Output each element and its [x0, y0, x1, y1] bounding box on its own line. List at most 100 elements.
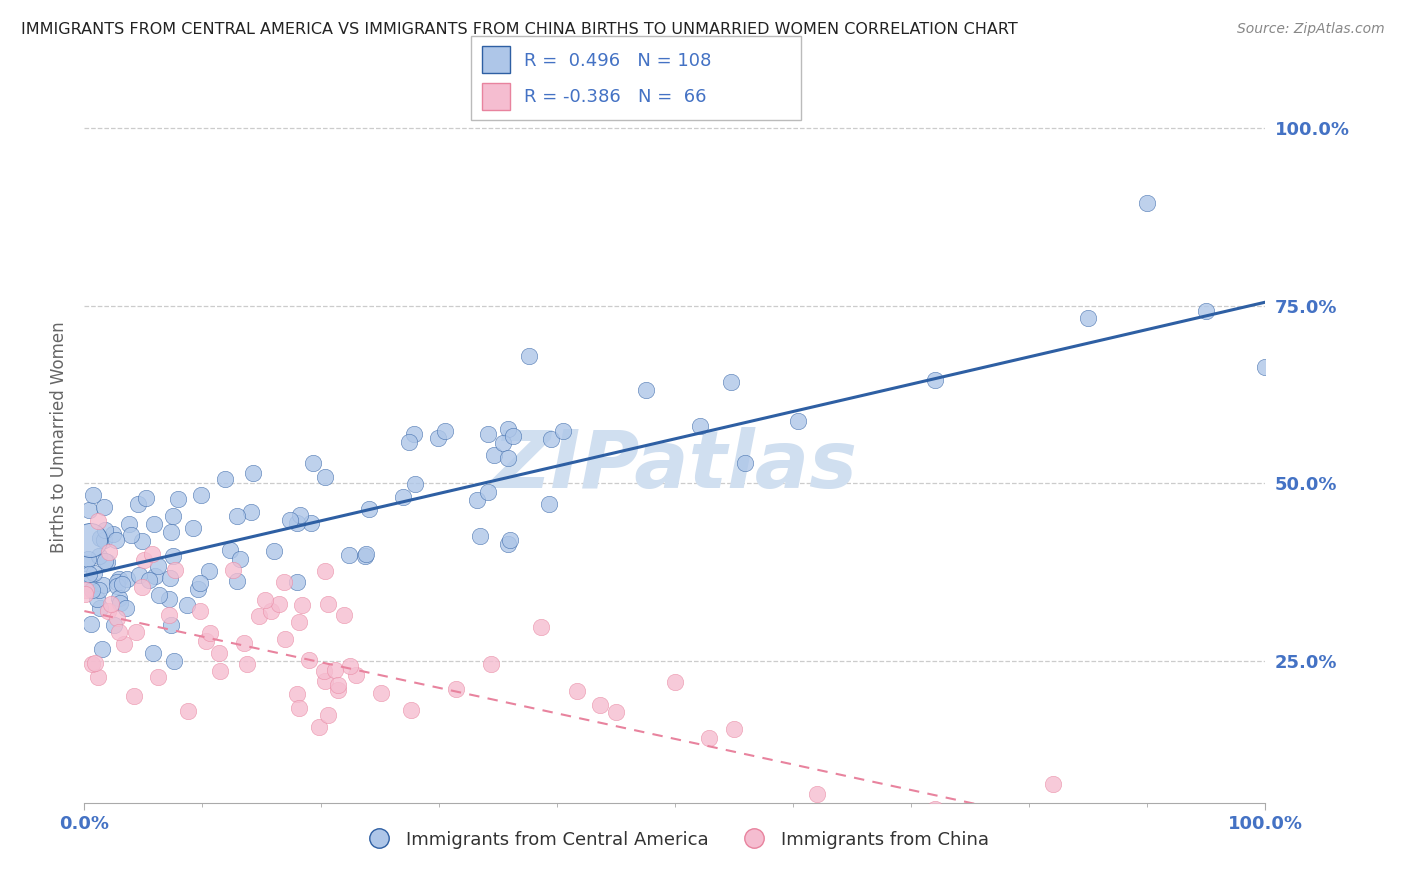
Point: [159, 571, 181, 585]
Point: [399, 703, 422, 717]
Point: [697, 731, 720, 746]
Point: [120, 528, 142, 542]
Text: R =  0.496   N = 108: R = 0.496 N = 108: [524, 52, 711, 70]
Point: [540, 432, 562, 446]
Point: [80, 583, 103, 598]
Point: [301, 456, 323, 470]
Point: [187, 582, 209, 597]
Point: [392, 490, 415, 504]
Point: [87, 583, 110, 598]
Point: [94, 524, 117, 538]
Point: [236, 657, 259, 672]
Point: [339, 659, 361, 673]
Point: [354, 549, 377, 564]
Point: [194, 634, 217, 648]
Point: [101, 526, 124, 541]
Point: [131, 580, 153, 594]
Point: [924, 802, 946, 816]
Point: [247, 609, 270, 624]
Point: [181, 521, 204, 535]
Point: [273, 632, 295, 646]
Point: [89, 601, 111, 615]
Point: [165, 563, 187, 577]
Point: [77, 502, 100, 516]
Point: [482, 448, 505, 462]
Point: [537, 497, 560, 511]
Point: [314, 470, 336, 484]
Y-axis label: Births to Unmarried Women: Births to Unmarried Women: [49, 321, 67, 553]
Point: [332, 608, 354, 623]
Point: [492, 436, 515, 450]
Point: [298, 653, 321, 667]
Point: [104, 533, 127, 547]
Point: [551, 424, 574, 438]
Point: [288, 508, 311, 523]
Point: [117, 572, 139, 586]
Point: [787, 414, 810, 428]
Text: R = -0.386   N =  66: R = -0.386 N = 66: [524, 88, 707, 106]
Point: [94, 554, 117, 568]
Legend: Immigrants from Central America, Immigrants from China: Immigrants from Central America, Immigra…: [354, 823, 995, 856]
Point: [80, 657, 103, 672]
Point: [720, 376, 742, 390]
Point: [208, 646, 231, 660]
Point: [142, 646, 165, 660]
Point: [314, 673, 336, 688]
Point: [110, 577, 132, 591]
Point: [86, 592, 108, 607]
Point: [734, 456, 756, 470]
Point: [209, 664, 232, 678]
Point: [664, 675, 686, 690]
Point: [806, 787, 828, 801]
Point: [291, 598, 314, 612]
Point: [316, 597, 339, 611]
Point: [135, 491, 157, 506]
Point: [226, 574, 249, 588]
Point: [254, 593, 277, 607]
Point: [323, 663, 346, 677]
Point: [444, 681, 467, 696]
Point: [163, 654, 186, 668]
Point: [636, 383, 658, 397]
Point: [370, 686, 392, 700]
Point: [143, 569, 166, 583]
Point: [314, 664, 336, 678]
Point: [404, 427, 426, 442]
Point: [269, 597, 291, 611]
Point: [177, 704, 200, 718]
Point: [93, 533, 115, 547]
Point: [499, 533, 522, 548]
Point: [263, 544, 285, 558]
Point: [229, 552, 252, 566]
Point: [87, 514, 110, 528]
Point: [198, 626, 221, 640]
Point: [79, 577, 101, 591]
Point: [285, 687, 308, 701]
Point: [108, 596, 131, 610]
Point: [105, 610, 128, 624]
Point: [98, 544, 121, 558]
Point: [398, 434, 420, 449]
Point: [477, 426, 499, 441]
Point: [467, 492, 489, 507]
Point: [529, 620, 551, 634]
Point: [356, 547, 378, 561]
Point: [86, 670, 108, 684]
Point: [176, 598, 198, 612]
Point: [107, 573, 129, 587]
Point: [496, 450, 519, 465]
Point: [242, 466, 264, 480]
Point: [470, 529, 492, 543]
Point: [285, 575, 308, 590]
Point: [314, 565, 336, 579]
Point: [115, 601, 138, 615]
Point: [479, 657, 502, 672]
Point: [96, 555, 118, 569]
Text: IMMIGRANTS FROM CENTRAL AMERICA VS IMMIGRANTS FROM CHINA BIRTHS TO UNMARRIED WOM: IMMIGRANTS FROM CENTRAL AMERICA VS IMMIG…: [21, 22, 1018, 37]
Point: [127, 497, 149, 511]
Point: [93, 500, 115, 515]
Point: [287, 615, 309, 629]
Point: [339, 548, 361, 562]
Point: [75, 587, 97, 601]
Point: [157, 592, 180, 607]
